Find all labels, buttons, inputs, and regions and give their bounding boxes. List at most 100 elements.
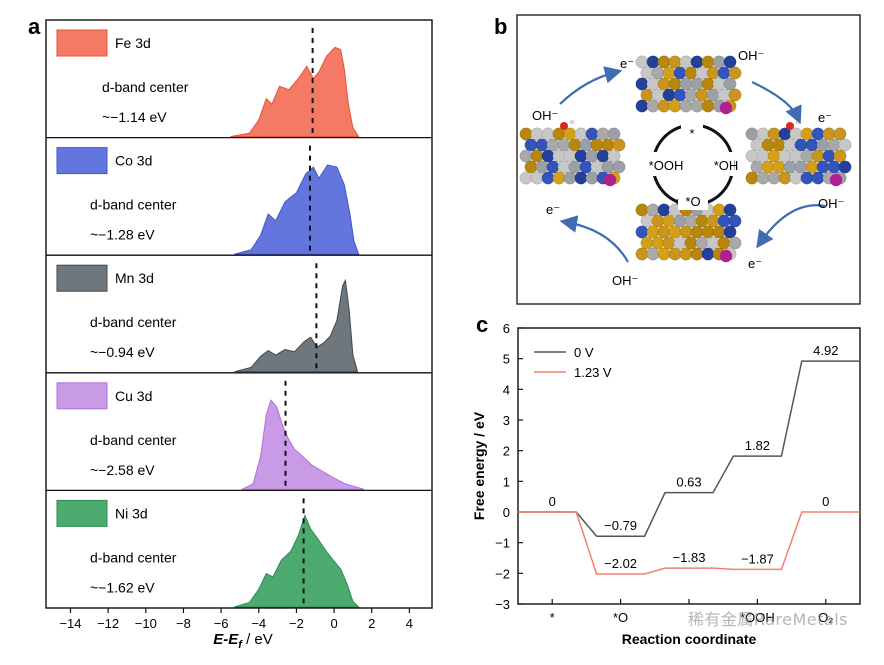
y-tick-label-3: 0 <box>503 505 510 520</box>
center-value-0: ~−1.14 eV <box>102 109 167 125</box>
atom <box>579 138 593 152</box>
atom <box>657 77 671 91</box>
atom <box>684 214 698 228</box>
atom <box>546 160 560 174</box>
atom <box>827 160 841 174</box>
atom <box>646 247 660 261</box>
atom <box>794 138 808 152</box>
atom <box>541 127 555 141</box>
legend-label-0: Fe 3d <box>115 35 151 51</box>
legend-label-2: Mn 3d <box>115 270 154 286</box>
x-tick-label-8: 2 <box>368 616 375 631</box>
atom <box>635 247 649 261</box>
atom <box>657 247 671 261</box>
atom <box>601 160 615 174</box>
atom <box>563 127 577 141</box>
atom <box>827 138 841 152</box>
atom <box>679 77 693 91</box>
legend-swatch-4 <box>56 499 108 527</box>
atom <box>690 225 704 239</box>
atom <box>541 171 555 185</box>
series-line-0 <box>518 360 860 537</box>
atom <box>778 149 792 163</box>
arrow-bottom-right <box>756 204 826 249</box>
atom <box>701 225 715 239</box>
atom <box>811 171 825 185</box>
data-label-0-0: 0 <box>549 494 556 509</box>
atom <box>552 149 566 163</box>
atom <box>712 55 726 69</box>
y-tick-label-7: 4 <box>503 382 510 397</box>
atom <box>541 149 555 163</box>
atom <box>789 171 803 185</box>
panel-a-dos-stack: Fe 3d d-band center ~−1.14 eV Co 3d d-band c… <box>45 19 433 631</box>
watermark: 稀有金属RareMetals <box>687 610 848 629</box>
atom <box>750 160 764 174</box>
atom <box>805 138 819 152</box>
data-label-1-3: −1.87 <box>741 551 774 566</box>
y-tick-label-9: 6 <box>503 321 510 336</box>
cycle-label-o: *O <box>685 194 700 209</box>
atom <box>695 236 709 250</box>
atom <box>519 149 533 163</box>
atom <box>706 66 720 80</box>
atom <box>646 77 660 91</box>
atom <box>651 66 665 80</box>
x-tick-label-2: −10 <box>135 616 157 631</box>
label-bottom-right-e: e⁻ <box>748 256 762 271</box>
atom <box>568 160 582 174</box>
atom <box>756 171 770 185</box>
atom <box>668 55 682 69</box>
data-label-0-2: 0.63 <box>676 475 701 490</box>
atom <box>596 127 610 141</box>
arrow-top-left <box>559 66 623 105</box>
atom <box>651 236 665 250</box>
atom <box>579 160 593 174</box>
atom <box>635 225 649 239</box>
atom <box>684 88 698 102</box>
atom <box>535 138 549 152</box>
dos-curve-0 <box>230 46 360 138</box>
atom <box>546 138 560 152</box>
adsorbate-hydrogen <box>569 119 575 125</box>
atom <box>640 236 654 250</box>
atom <box>723 55 737 69</box>
atom <box>723 203 737 217</box>
atom <box>778 171 792 185</box>
atom <box>838 160 852 174</box>
atom <box>657 55 671 69</box>
atom <box>585 171 599 185</box>
atom <box>816 160 830 174</box>
atom <box>524 138 538 152</box>
legend-label-0: 0 V <box>574 345 594 360</box>
atom <box>805 160 819 174</box>
atom <box>679 99 693 113</box>
atom <box>574 127 588 141</box>
cycle-label-star: * <box>689 126 694 141</box>
atom <box>833 149 847 163</box>
center-label-3: d-band center <box>90 432 177 448</box>
atom <box>612 160 626 174</box>
atom <box>668 99 682 113</box>
panel-b-oer-mechanism: * *OH *O *OOH e⁻ OH⁻ OH⁻ e⁻ e⁻ OH⁻ OH⁻ e… <box>516 14 861 305</box>
atom <box>673 214 687 228</box>
label-top-e: e⁻ <box>620 56 634 71</box>
atom <box>717 236 731 250</box>
x-tick-label-9: 4 <box>406 616 413 631</box>
atom <box>690 99 704 113</box>
dos-curve-4 <box>234 514 360 608</box>
atom <box>646 55 660 69</box>
atom <box>695 214 709 228</box>
label-right-e: e⁻ <box>818 110 832 125</box>
atom <box>601 138 615 152</box>
atom <box>524 160 538 174</box>
legend-swatch-2 <box>56 264 108 292</box>
atom <box>673 66 687 80</box>
atom <box>651 88 665 102</box>
series-line-1 <box>518 511 860 575</box>
x-tick-label-0: −14 <box>59 616 81 631</box>
atom <box>723 225 737 239</box>
atom <box>646 99 660 113</box>
atom <box>662 236 676 250</box>
atom <box>728 236 742 250</box>
